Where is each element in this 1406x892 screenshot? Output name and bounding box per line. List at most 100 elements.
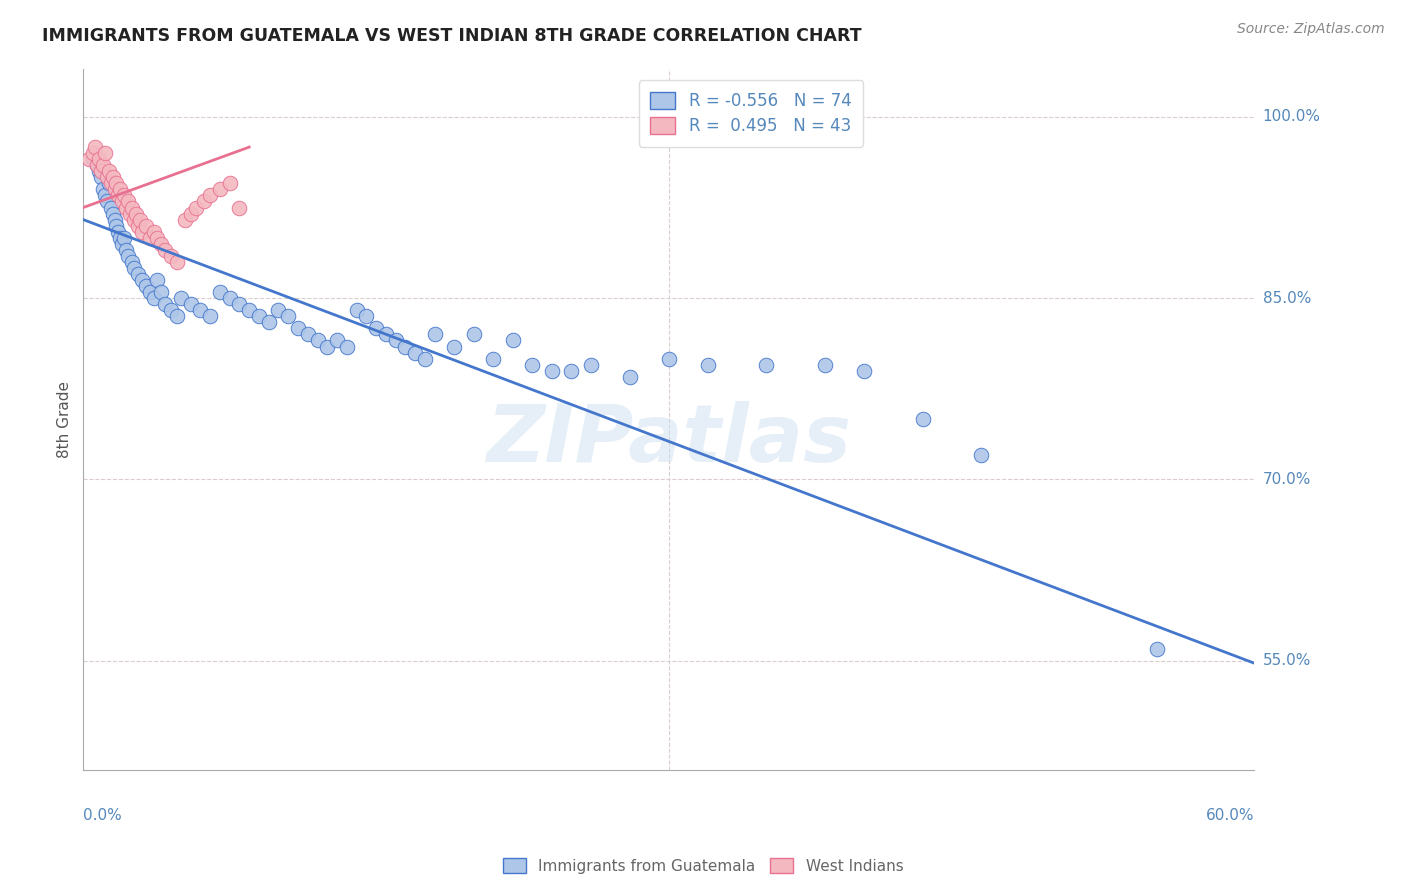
Point	[94, 146, 117, 161]
Point	[502, 334, 524, 348]
Point	[84, 140, 107, 154]
Point	[82, 152, 104, 166]
Text: 60.0%: 60.0%	[1206, 808, 1254, 823]
Point	[110, 182, 132, 196]
Point	[82, 146, 104, 161]
Point	[117, 249, 139, 263]
Point	[87, 152, 110, 166]
Point	[193, 194, 215, 209]
Point	[911, 412, 934, 426]
Point	[138, 285, 160, 300]
Point	[696, 358, 718, 372]
Point	[186, 201, 208, 215]
Point	[218, 291, 240, 305]
Point	[86, 158, 108, 172]
Point	[115, 201, 138, 215]
Text: 85.0%: 85.0%	[1263, 291, 1310, 306]
Point	[218, 177, 240, 191]
Text: 70.0%: 70.0%	[1263, 472, 1310, 487]
Text: Source: ZipAtlas.com: Source: ZipAtlas.com	[1237, 22, 1385, 37]
Point	[101, 206, 124, 220]
Point	[346, 303, 368, 318]
Point	[115, 243, 138, 257]
Legend: Immigrants from Guatemala, West Indians: Immigrants from Guatemala, West Indians	[496, 852, 910, 880]
Text: 55.0%: 55.0%	[1263, 653, 1310, 668]
Point	[394, 339, 416, 353]
Text: 100.0%: 100.0%	[1263, 110, 1320, 124]
Point	[150, 236, 173, 251]
Point	[146, 231, 169, 245]
Text: ZIPatlas: ZIPatlas	[486, 401, 851, 479]
Point	[128, 212, 150, 227]
Point	[1146, 641, 1168, 656]
Point	[170, 291, 193, 305]
Point	[208, 285, 231, 300]
Point	[100, 177, 122, 191]
Point	[103, 212, 125, 227]
Point	[127, 219, 149, 233]
Point	[443, 339, 465, 353]
Point	[374, 327, 396, 342]
Point	[110, 231, 132, 245]
Point	[111, 236, 134, 251]
Point	[404, 345, 426, 359]
Point	[579, 358, 602, 372]
Point	[307, 334, 329, 348]
Point	[540, 364, 562, 378]
Point	[103, 182, 125, 196]
Point	[814, 358, 837, 372]
Point	[122, 260, 145, 275]
Point	[267, 303, 290, 318]
Point	[91, 158, 114, 172]
Point	[117, 194, 139, 209]
Point	[138, 231, 160, 245]
Point	[316, 339, 339, 353]
Point	[127, 267, 149, 281]
Point	[87, 164, 110, 178]
Point	[228, 297, 250, 311]
Point	[112, 231, 135, 245]
Point	[111, 194, 134, 209]
Point	[658, 351, 681, 366]
Point	[853, 364, 876, 378]
Point	[247, 310, 270, 324]
Point	[180, 206, 202, 220]
Point	[142, 225, 165, 239]
Point	[135, 279, 157, 293]
Point	[121, 201, 143, 215]
Point	[96, 170, 118, 185]
Point	[384, 334, 406, 348]
Point	[101, 170, 124, 185]
Point	[522, 358, 544, 372]
Point	[970, 448, 993, 462]
Point	[150, 285, 173, 300]
Point	[160, 249, 183, 263]
Point	[125, 206, 148, 220]
Point	[146, 273, 169, 287]
Point	[238, 303, 260, 318]
Point	[121, 255, 143, 269]
Point	[180, 297, 202, 311]
Point	[94, 188, 117, 202]
Point	[755, 358, 778, 372]
Point	[173, 212, 195, 227]
Point	[91, 182, 114, 196]
Y-axis label: 8th Grade: 8th Grade	[58, 381, 72, 458]
Text: IMMIGRANTS FROM GUATEMALA VS WEST INDIAN 8TH GRADE CORRELATION CHART: IMMIGRANTS FROM GUATEMALA VS WEST INDIAN…	[42, 27, 862, 45]
Point	[120, 206, 142, 220]
Point	[560, 364, 582, 378]
Point	[112, 188, 135, 202]
Point	[364, 321, 387, 335]
Point	[413, 351, 436, 366]
Point	[97, 177, 120, 191]
Point	[131, 225, 153, 239]
Point	[77, 152, 100, 166]
Point	[257, 315, 280, 329]
Point	[155, 243, 177, 257]
Point	[105, 177, 128, 191]
Point	[155, 297, 177, 311]
Point	[97, 164, 120, 178]
Text: 0.0%: 0.0%	[83, 808, 122, 823]
Point	[107, 188, 129, 202]
Point	[105, 219, 128, 233]
